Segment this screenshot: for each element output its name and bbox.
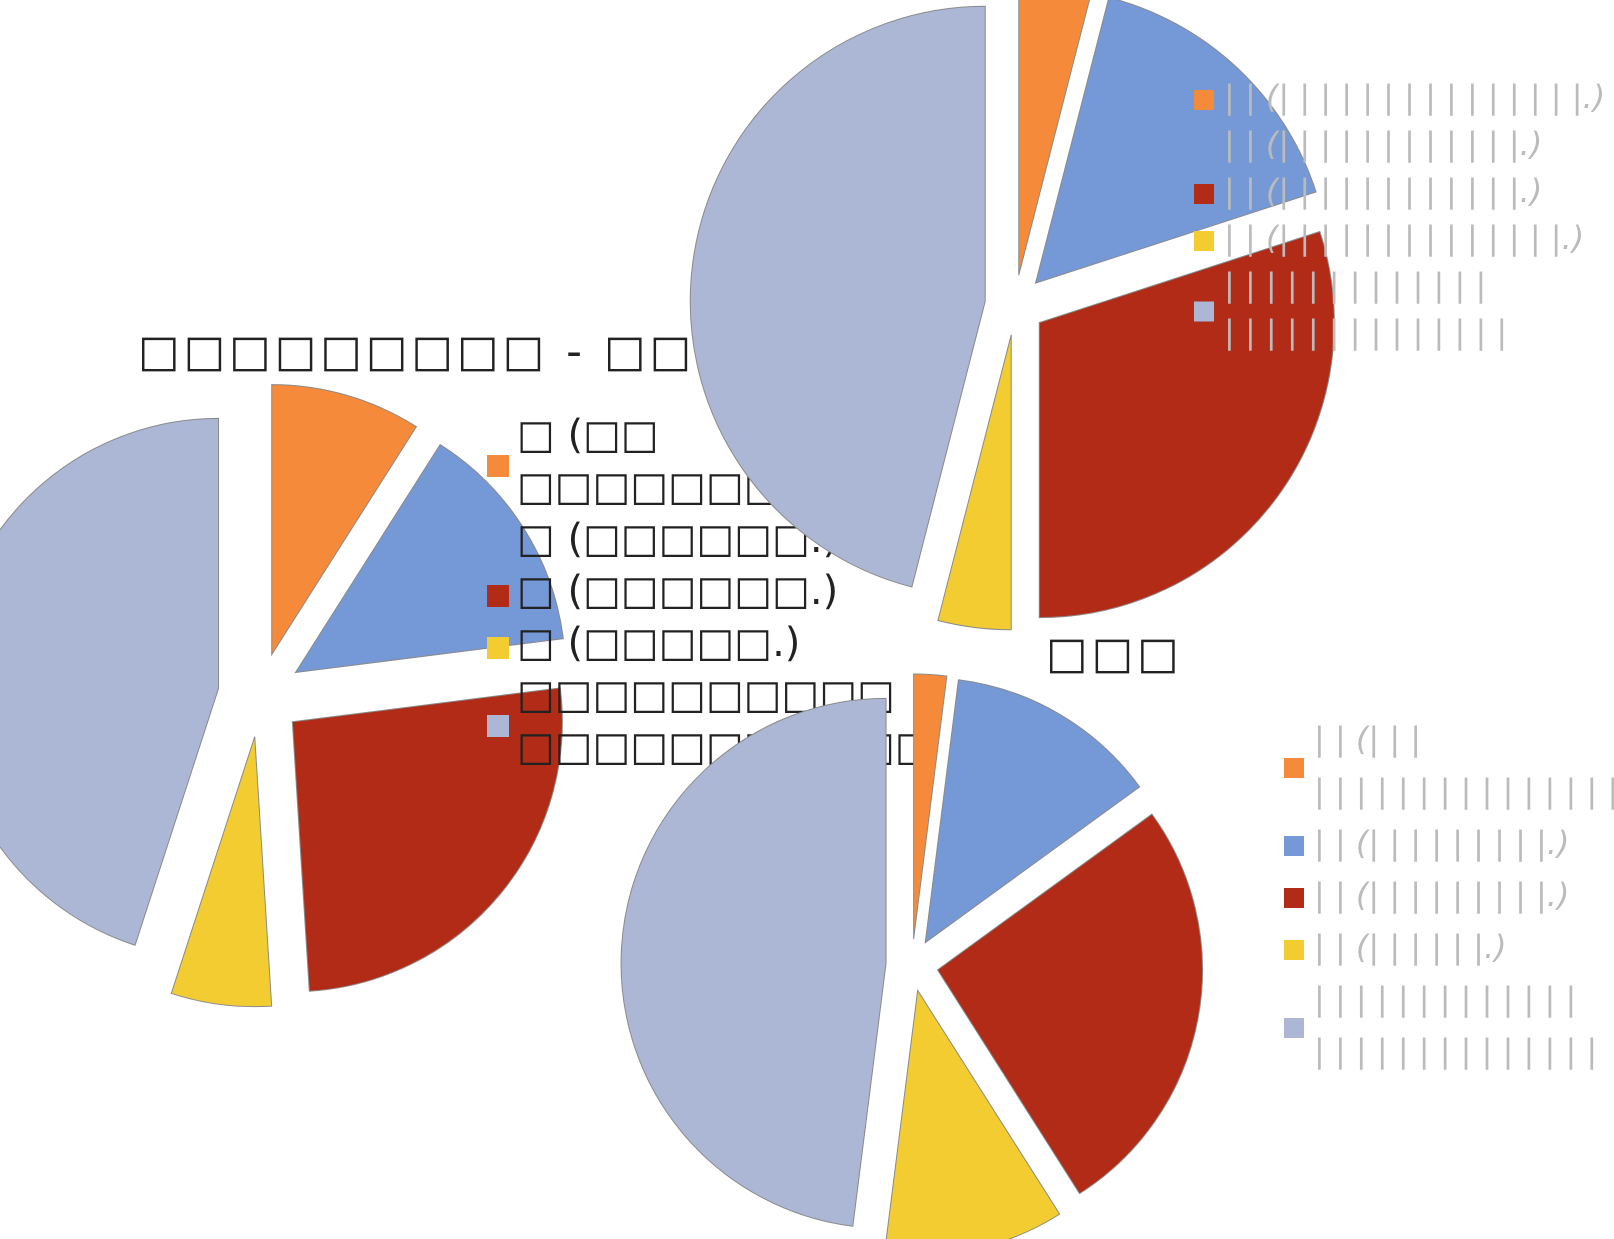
legend-swatch-5	[1194, 301, 1214, 322]
legend-swatch-2	[1284, 836, 1304, 856]
pie-slice-4	[937, 334, 1012, 631]
legend-label-3: | | (| | | | | | | | | | | |.)	[1224, 172, 1542, 210]
legend-swatch-5	[487, 715, 509, 737]
legend-label-3: □ (□□□□□□.)	[517, 568, 838, 614]
legend-swatch-4	[1284, 940, 1304, 960]
legend-swatch-3	[1194, 184, 1214, 204]
chart-title-bottom: □□□	[1046, 628, 1183, 679]
legend-swatch-1	[1194, 90, 1214, 110]
legend-label-4: | | (| | | | | |.)	[1314, 928, 1507, 966]
legend-label-1: | | | | | | | | | | | | | | |.)	[1314, 772, 1614, 810]
pie-slice-3	[291, 687, 563, 992]
legend-swatch-3	[1284, 888, 1304, 908]
legend-swatch-3	[487, 585, 509, 607]
pie-chart-top-right	[689, 0, 1335, 631]
legend-label-5: | | | | | | | | | | | | | |	[1224, 313, 1507, 351]
pie-slice-4	[885, 988, 1061, 1239]
pie-slice-3	[1038, 230, 1335, 619]
pie-slice-4	[170, 736, 273, 1008]
pie-chart-bottom	[620, 673, 1204, 1239]
pie-slice-5	[620, 697, 887, 1227]
pie-slice-5	[0, 417, 220, 946]
pie-slice-5	[689, 5, 986, 588]
legend-swatch-4	[1194, 231, 1214, 251]
legend-swatch-1	[1284, 758, 1304, 778]
pie-chart-left	[0, 384, 564, 1008]
pie-slice-2	[924, 679, 1141, 944]
pie-slice-3	[936, 813, 1204, 1195]
pie-slice-1	[913, 673, 948, 940]
pie-slice-1	[271, 384, 418, 657]
pie-slice-1	[1018, 0, 1090, 276]
legend-top-right: | | (| | | | | | | | | | | | | | |.) | | …	[1194, 78, 1605, 351]
legend-swatch-2	[1194, 137, 1214, 157]
legend-bottom-right: | | (| | | | | | | | | | | | | | | | | |.…	[1284, 720, 1614, 1070]
legend-swatch-4	[487, 637, 509, 659]
legend-label-4: □ (□□□□□.)	[517, 620, 800, 666]
legend-label-2: | | (| | | | | | | | |.)	[1314, 824, 1569, 862]
pie-slice-2	[1034, 0, 1317, 284]
legend-label-5: | | | | | | | | | | | | |	[1224, 266, 1486, 304]
legend-label-1: | | (| | | | | | | | | | | | | | |.)	[1224, 78, 1605, 116]
legend-label-5: | | | | | | | | | | | | |	[1314, 980, 1576, 1018]
legend-swatch-5	[1284, 1018, 1304, 1038]
legend-swatch-2	[487, 533, 509, 555]
pie-slice-2	[294, 443, 564, 674]
legend-label-3: | | (| | | | | | | | |.)	[1314, 876, 1569, 914]
legend-label-5: | | | | | | | | | | | | | |	[1314, 1032, 1597, 1070]
legend-label-1: | | (| | |	[1314, 720, 1421, 758]
legend-label-2: □ (□□□□□□.)	[517, 516, 838, 562]
legend-label-2: | | (| | | | | | | | | | | |.)	[1224, 125, 1542, 163]
legend-swatch-1	[487, 455, 509, 477]
legend-label-1: □ (□□	[517, 412, 659, 458]
legend-label-4: | | (| | | | | | | | | | | | | |.)	[1224, 219, 1584, 257]
